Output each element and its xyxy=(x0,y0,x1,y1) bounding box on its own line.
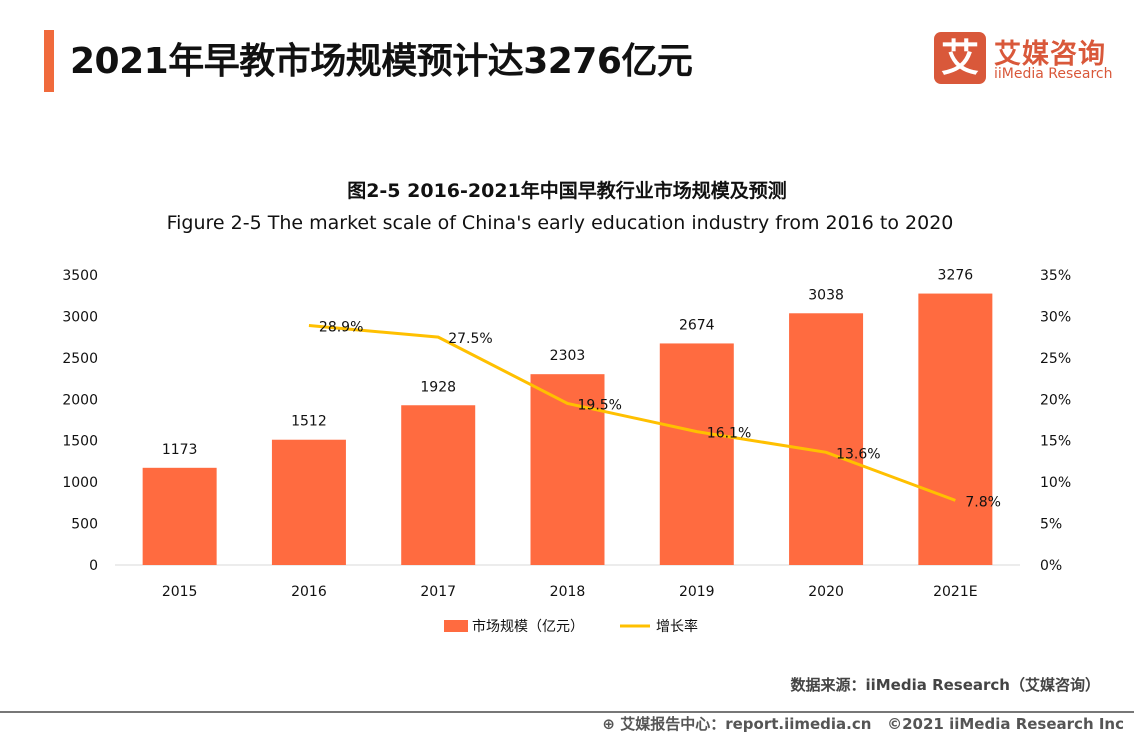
y-left-tick: 2000 xyxy=(62,392,98,408)
bar xyxy=(271,439,346,565)
y-right-tick: 0% xyxy=(1040,558,1062,574)
y-right-tick: 35% xyxy=(1040,268,1071,284)
page-title: 2021年早教市场规模预计达3276亿元 xyxy=(70,41,693,82)
line-label: 13.6% xyxy=(836,446,880,462)
bar-label: 2674 xyxy=(679,317,715,333)
x-tick-label: 2021E xyxy=(933,584,977,600)
line-label: 16.1% xyxy=(707,426,751,442)
legend-bar-swatch xyxy=(444,620,468,632)
x-tick-label: 2020 xyxy=(808,584,844,600)
bar xyxy=(659,343,734,565)
x-tick-label: 2017 xyxy=(420,584,456,600)
line-label: 28.9% xyxy=(319,320,363,336)
bar-label: 1512 xyxy=(291,414,327,430)
bar xyxy=(530,374,605,565)
y-left-tick: 500 xyxy=(71,517,98,533)
y-right-tick: 25% xyxy=(1040,351,1071,367)
footer: ⊕ 艾媒报告中心：report.iimedia.cn ©2021 iiMedia… xyxy=(602,713,1124,734)
bar-label: 2303 xyxy=(550,348,586,364)
y-left-tick: 3500 xyxy=(62,268,98,284)
legend-line-label: 增长率 xyxy=(656,618,698,635)
line-label: 19.5% xyxy=(578,397,622,413)
line-label: 7.8% xyxy=(965,494,1001,510)
y-right-tick: 5% xyxy=(1040,517,1062,533)
bar xyxy=(142,467,217,565)
iimedia-logo: 艾 艾媒咨询 iiMedia Research xyxy=(934,32,1114,86)
chart-subtitle: Figure 2-5 The market scale of China's e… xyxy=(166,212,954,234)
copyright: ©2021 iiMedia Research Inc xyxy=(887,715,1124,733)
logo-mark: 艾 xyxy=(934,32,986,84)
growth-line xyxy=(308,324,956,502)
line-label: 27.5% xyxy=(448,331,492,347)
y-left-tick: 0 xyxy=(89,558,98,574)
y-left-tick: 1500 xyxy=(62,434,98,450)
chart: 0 500 1000 1500 2000 2500 3000 3500 0% 5% 10% 15% 20… xyxy=(62,268,1071,635)
bar xyxy=(401,405,476,565)
logo-en: iiMedia Research xyxy=(994,66,1113,82)
chart-title: 图2-5 2016-2021年中国早教行业市场规模及预测 xyxy=(347,180,787,202)
title-accent-bar xyxy=(44,30,54,92)
bar-label: 3276 xyxy=(938,268,974,284)
bar-label: 1173 xyxy=(162,442,198,458)
bar-label: 1928 xyxy=(420,379,456,395)
y-right-tick: 20% xyxy=(1040,392,1071,408)
y-left-tick: 2500 xyxy=(62,351,98,367)
y-right-tick: 10% xyxy=(1040,475,1071,491)
globe-icon: ⊕ xyxy=(602,715,621,733)
y-left-tick: 1000 xyxy=(62,475,98,491)
footer-divider xyxy=(0,711,1134,713)
y-left-tick: 3000 xyxy=(62,309,98,325)
y-right-tick: 30% xyxy=(1040,309,1071,325)
x-tick-label: 2019 xyxy=(679,584,715,600)
legend-bar-label: 市场规模（亿元） xyxy=(472,618,584,635)
x-tick-label: 2016 xyxy=(291,584,327,600)
y-right-tick: 15% xyxy=(1040,434,1071,450)
bar xyxy=(789,313,864,565)
logo-cn: 艾媒咨询 xyxy=(994,39,1106,70)
bar xyxy=(918,293,993,565)
x-tick-label: 2015 xyxy=(162,584,198,600)
report-link[interactable]: 艾媒报告中心：report.iimedia.cn xyxy=(620,715,872,733)
x-tick-label: 2018 xyxy=(550,584,586,600)
bar-label: 3038 xyxy=(808,287,844,303)
data-source: 数据来源：iiMedia Research（艾媒咨询） xyxy=(790,676,1100,694)
